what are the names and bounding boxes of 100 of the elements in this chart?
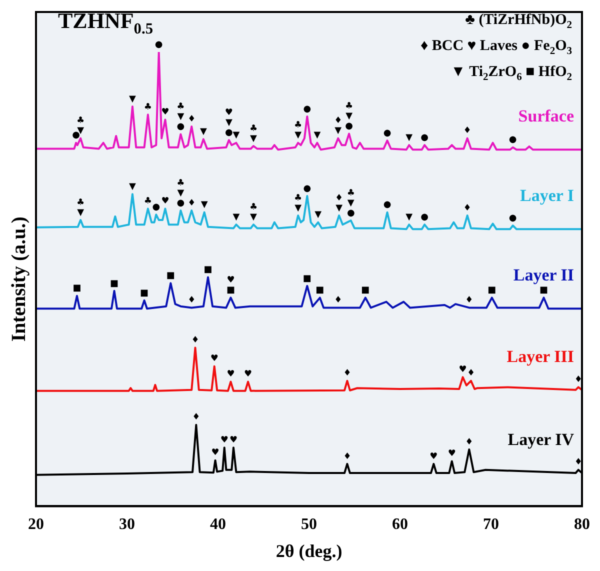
annotation: ▼ [250, 134, 258, 144]
annotation: ♦ [463, 126, 472, 136]
annotation: ♣ [249, 202, 258, 212]
x-tick-label: 80 [574, 516, 590, 533]
annotation: ■ [204, 265, 212, 276]
annotation: ♦ [188, 296, 196, 306]
annotation: ● [152, 202, 160, 212]
x-tick-label: 50 [301, 516, 317, 533]
annotation: ■ [110, 278, 119, 289]
annotation: ● [224, 128, 233, 138]
annotation: ■ [488, 286, 496, 296]
annotation: ■ [140, 288, 149, 298]
annotation: ♣ [345, 102, 354, 112]
x-tick-label: 40 [210, 516, 226, 533]
annotation: ▼ [129, 182, 136, 192]
series-label: Surface [518, 106, 574, 126]
annotation: ♦ [574, 458, 582, 468]
annotation: ♥ [430, 452, 438, 462]
text: ♣ (TiZrHfNb)O$_{2}$ [464, 11, 572, 33]
annotation: ● [508, 213, 517, 224]
annotation: ▼ Ti$_{2}$ZrO$_{6}$ ■ HfO$_{2}$ [450, 63, 572, 85]
annotation: ■ [72, 284, 82, 294]
annotation: ♣ [76, 116, 85, 126]
annotation: ● [420, 212, 429, 222]
annotation: ▼ [334, 126, 342, 136]
annotation: ▼ [177, 188, 184, 198]
annotation: ♣ [294, 193, 302, 204]
annotation: ■ [540, 286, 548, 296]
series-label: Layer I [520, 186, 574, 206]
annotation: ▼ [232, 130, 240, 141]
annotation: ♥ [210, 354, 218, 364]
chart-title: TZHNF$_{0.5}$ [58, 8, 154, 38]
annotation: ▼ [232, 212, 240, 222]
annotation: ♥ [448, 449, 456, 460]
annotation: ● [383, 128, 392, 138]
annotation: ● [420, 132, 429, 143]
annotation: ♦ [343, 368, 352, 379]
annotation: ● [72, 130, 80, 141]
annotation: ♦ [463, 203, 472, 214]
annotation: ♥ [226, 276, 235, 286]
annotation: ♥ [458, 365, 467, 376]
annotation: ♥ [224, 108, 233, 118]
annotation: ♦ [343, 452, 352, 462]
annotation: ▼ [200, 127, 207, 138]
annotation: ■ [361, 286, 370, 296]
y-axis-title: Intensity (a.u.) [8, 216, 30, 342]
annotation: ♦ [188, 114, 196, 124]
annotation: ♣ [249, 124, 258, 134]
annotation: ● [383, 200, 392, 210]
annotation: ♣ [176, 102, 185, 112]
annotation: ♣ [346, 188, 355, 198]
annotation: ♣ [144, 196, 152, 207]
annotation: ♣ [76, 198, 85, 208]
annotation: ♣ [144, 102, 152, 113]
annotation: ♣ [176, 178, 185, 188]
annotation: ♦ [192, 412, 200, 423]
x-tick-label: 30 [119, 516, 135, 533]
annotation: ● [346, 208, 355, 218]
series-label: Layer II [513, 266, 574, 285]
annotation: ♥ [244, 370, 252, 380]
annotation: ● [345, 122, 354, 132]
annotation: ▼ [129, 94, 136, 104]
annotation: ● [303, 104, 312, 114]
annotation: ♦ [334, 116, 342, 126]
annotation: ♦ [574, 375, 582, 386]
annotation: ♦ [465, 296, 474, 306]
annotation: ♥ [161, 108, 170, 118]
x-tick-label: 60 [392, 516, 408, 533]
annotation: ▼ [294, 203, 302, 214]
annotation: ♦ [466, 368, 476, 379]
annotation: ● [508, 135, 517, 146]
annotation: ♦ [334, 296, 342, 306]
annotation: ♦ [191, 336, 200, 346]
x-tick-label: 20 [28, 516, 44, 533]
annotation: ● [176, 198, 185, 208]
annotation: ▼ [294, 130, 302, 141]
annotation: ♥ [161, 196, 170, 207]
annotation: ● [154, 40, 163, 50]
annotation: ▼ [406, 212, 413, 222]
annotation: ♥ [226, 370, 235, 380]
x-axis-title: 2θ (deg.) [276, 540, 342, 561]
annotation: ♥ [211, 448, 220, 458]
annotation: ♦ [188, 198, 196, 208]
annotation: ♦ [465, 437, 474, 448]
series-label: Layer IV [508, 430, 575, 449]
annotation: ▼ [314, 210, 322, 220]
annotation: ▼ [250, 212, 258, 222]
annotation: ▼ [336, 203, 343, 214]
annotation: ▼ [77, 208, 84, 218]
annotation: ♦ BCC ♥ Laves ● Fe$_{2}$O$_{3}$ [420, 37, 572, 59]
annotation: ■ [302, 274, 312, 284]
x-tick-label: 70 [483, 516, 499, 533]
annotation: ▼ [177, 112, 184, 122]
annotation: ▼ [314, 130, 321, 141]
annotation: ♥ [229, 435, 238, 446]
annotation: ▼ [406, 132, 413, 143]
annotation: ▼ [346, 112, 353, 122]
annotation: ♥ [220, 435, 228, 446]
annotation: ■ [226, 286, 235, 296]
annotation: ● [303, 184, 312, 194]
